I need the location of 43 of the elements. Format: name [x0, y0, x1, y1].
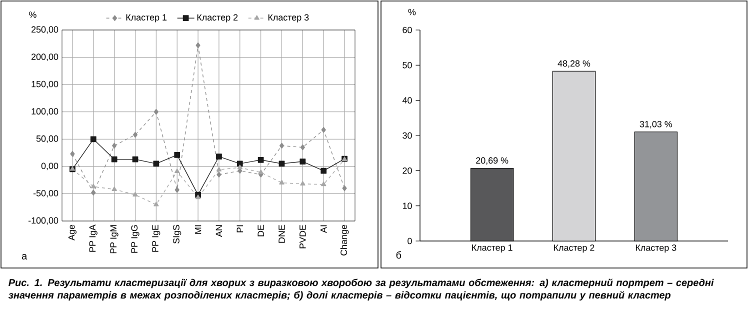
- x-tick-label: PP IgA: [89, 224, 98, 252]
- x-tick-label: MI: [194, 225, 202, 234]
- text: б: [396, 251, 402, 259]
- y-tick-label: 40: [402, 97, 412, 104]
- y-tick-label: 10: [402, 202, 412, 210]
- y-tick-label: 0,00: [41, 162, 58, 170]
- y-tick-label: 60: [402, 26, 412, 34]
- legend-label: Кластер 1: [126, 14, 167, 22]
- x-tick-label: Кластер 3: [636, 244, 676, 253]
- y-tick-label: 50: [402, 62, 412, 68]
- x-tick-label: PP IgG: [131, 225, 140, 253]
- y-tick-label: 0: [408, 238, 412, 244]
- y-axis-title: %: [408, 8, 416, 16]
- y-axis-title: %: [29, 12, 36, 18]
- legend-label: Кластер 3: [268, 14, 309, 22]
- x-tick-label: DNE: [278, 224, 285, 243]
- y-tick-label: 30: [402, 132, 412, 139]
- x-tick-label: AI: [320, 225, 327, 233]
- x-tick-label: Change: [340, 224, 349, 256]
- legend-label: Кластер 2: [197, 14, 238, 22]
- y-tick-label: 20: [402, 167, 412, 174]
- x-tick-label: Кластер 1: [472, 244, 512, 253]
- x-tick-label: PI: [236, 225, 243, 232]
- y-tick-label: 150,00: [32, 80, 58, 88]
- x-tick-label: PP IgM: [110, 225, 118, 254]
- x-tick-label: AN: [216, 225, 222, 237]
- y-tick-label: -50,00: [33, 190, 58, 198]
- y-tick-label: 50,00: [36, 135, 58, 143]
- y-tick-label: -100,00: [28, 217, 58, 225]
- text: Рис. 1. Результати кластеризації для хворих з виразковою хворобою за результатами обстеження: а) кластерний портрет – середні значення параметрів в межах розподілених кластерів; б) долі кластерів – відсотки пацієнтів, що потрапили у певний кластер: [8, 278, 714, 301]
- x-tick-label: SIgS: [173, 224, 182, 244]
- x-tick-label: DE: [258, 224, 264, 236]
- data-label: 31,03 %: [640, 120, 672, 128]
- x-tick-label: Кластер 2: [554, 244, 594, 253]
- y-tick-label: 200,00: [32, 54, 58, 61]
- x-tick-label: PP IgE: [152, 224, 160, 252]
- y-tick-label: 100,00: [32, 108, 58, 116]
- x-tick-label: PVDE: [300, 224, 306, 248]
- data-label: 48,28 %: [558, 60, 590, 68]
- x-tick-label: Age: [68, 224, 76, 240]
- y-tick-label: 250,00: [32, 26, 58, 34]
- text: а: [22, 254, 28, 260]
- data-label: 20,69 %: [476, 157, 508, 165]
